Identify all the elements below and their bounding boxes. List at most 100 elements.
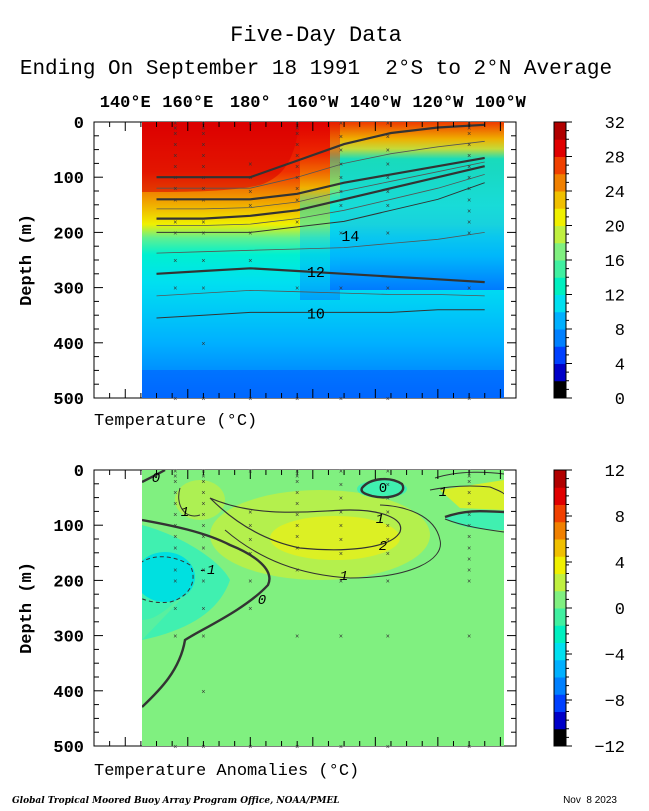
x-tick-label: 160°W: [287, 94, 339, 113]
colorbar-swatch: [554, 191, 566, 209]
sample-marker: ×: [173, 634, 177, 641]
sample-marker: ×: [386, 482, 390, 489]
sample-marker: ×: [295, 474, 299, 481]
y-tick-label: 100: [53, 518, 84, 537]
colorbar-swatch: [554, 625, 566, 643]
colorbar-swatch: [554, 380, 566, 399]
sample-marker: ×: [295, 175, 299, 182]
sample-marker: ×: [201, 634, 205, 641]
sample-marker: ×: [201, 512, 205, 519]
sample-marker: ×: [201, 121, 205, 128]
colorbar-tick-label: −8: [605, 693, 625, 712]
temperature-sample-markers: ××××××××××××××××××××××××××××××××××××××××…: [173, 121, 471, 403]
isotherm-minor: [156, 232, 485, 254]
colorbar-swatch: [554, 139, 566, 157]
sample-marker: ×: [173, 474, 177, 481]
colorbar-swatch: [554, 659, 566, 678]
sample-marker: ×: [295, 744, 299, 751]
sample-marker: ×: [386, 134, 390, 141]
sample-marker: ×: [386, 634, 390, 641]
sample-marker: ×: [173, 164, 177, 171]
sample-marker: ×: [467, 490, 471, 497]
colorbar-tick-label: 4: [615, 555, 625, 574]
sample-marker: ×: [467, 131, 471, 138]
sample-marker: ×: [201, 469, 205, 476]
sample-marker: ×: [173, 230, 177, 237]
sample-marker: ×: [339, 523, 343, 530]
sample-marker: ×: [201, 744, 205, 751]
sample-marker: ×: [386, 509, 390, 516]
sample-marker: ×: [467, 556, 471, 563]
contour-label: 12: [307, 265, 325, 282]
sample-marker: ×: [467, 744, 471, 751]
colorbar-tick-label: 12: [605, 463, 625, 482]
colorbar-swatch: [554, 608, 566, 626]
colorbar-tick-label: −4: [605, 647, 625, 666]
x-tick-label: 180°: [230, 94, 271, 113]
sample-marker: ×: [295, 469, 299, 476]
sample-marker: ×: [201, 164, 205, 171]
sample-marker: ×: [173, 197, 177, 204]
temperature-panel: 140°E 160°E 180° 160°W 140°W 120°W 100°W 14121…: [18, 94, 625, 431]
sample-marker: ×: [467, 142, 471, 149]
isotherm-14: [156, 182, 485, 233]
x-tick-label: 140°E: [100, 94, 151, 113]
sample-marker: ×: [201, 578, 205, 585]
sample-marker: ×: [467, 634, 471, 641]
sample-marker: ×: [339, 509, 343, 516]
contour-label: 0: [379, 481, 387, 497]
isotherm-minor: [156, 161, 485, 210]
sample-marker: ×: [173, 153, 177, 160]
sample-marker: ×: [467, 186, 471, 193]
sample-marker: ×: [339, 469, 343, 476]
sample-marker: ×: [173, 744, 177, 751]
sample-marker: ×: [295, 164, 299, 171]
sample-marker: ×: [173, 121, 177, 128]
colorbar-swatch: [554, 487, 566, 505]
sample-marker: ×: [386, 148, 390, 155]
sample-marker: ×: [339, 189, 343, 196]
sample-marker: ×: [201, 175, 205, 182]
colorbar-swatch: [554, 642, 566, 661]
sample-marker: ×: [173, 545, 177, 552]
sample-marker: ×: [201, 479, 205, 486]
sample-marker: ×: [295, 126, 299, 133]
sample-marker: ×: [201, 186, 205, 193]
sample-marker: ×: [248, 469, 252, 476]
sample-marker: ×: [173, 126, 177, 133]
colorbar-swatch: [554, 470, 566, 488]
sample-marker: ×: [248, 537, 252, 544]
y-tick-label: 100: [53, 170, 84, 189]
sample-marker: ×: [467, 578, 471, 585]
sample-marker: ×: [467, 208, 471, 215]
colorbar-swatch: [554, 173, 566, 192]
sample-marker: ×: [339, 551, 343, 558]
sample-marker: ×: [201, 131, 205, 138]
sample-marker: ×: [201, 606, 205, 613]
temperature-heatmap: [142, 122, 504, 398]
sample-marker: ×: [173, 606, 177, 613]
sample-marker: ×: [467, 479, 471, 486]
contour-label: 0: [258, 593, 266, 609]
top-ylabel: Depth (m): [18, 214, 37, 306]
colorbar-tick-label: 0: [615, 601, 625, 620]
colorbar-tick-label: 0: [615, 391, 625, 410]
colorbar-swatch: [554, 556, 566, 574]
contour-label: 1: [376, 512, 384, 528]
sample-marker: ×: [173, 501, 177, 508]
chart-title: Five-Day Data: [230, 23, 402, 48]
sample-marker: ×: [173, 512, 177, 519]
sample-marker: ×: [173, 219, 177, 226]
sample-marker: ×: [173, 396, 177, 403]
sample-marker: ×: [386, 203, 390, 210]
sample-marker: ×: [248, 175, 252, 182]
sample-marker: ×: [248, 121, 252, 128]
chart-subtitle: Ending On September 18 1991 2°S to 2°N A…: [20, 58, 612, 81]
top-xlabel: Temperature (°C): [94, 412, 257, 431]
sample-marker: ×: [295, 634, 299, 641]
sample-marker: ×: [339, 175, 343, 182]
sample-marker: ×: [339, 230, 343, 237]
anomaly-contours: [142, 470, 504, 708]
